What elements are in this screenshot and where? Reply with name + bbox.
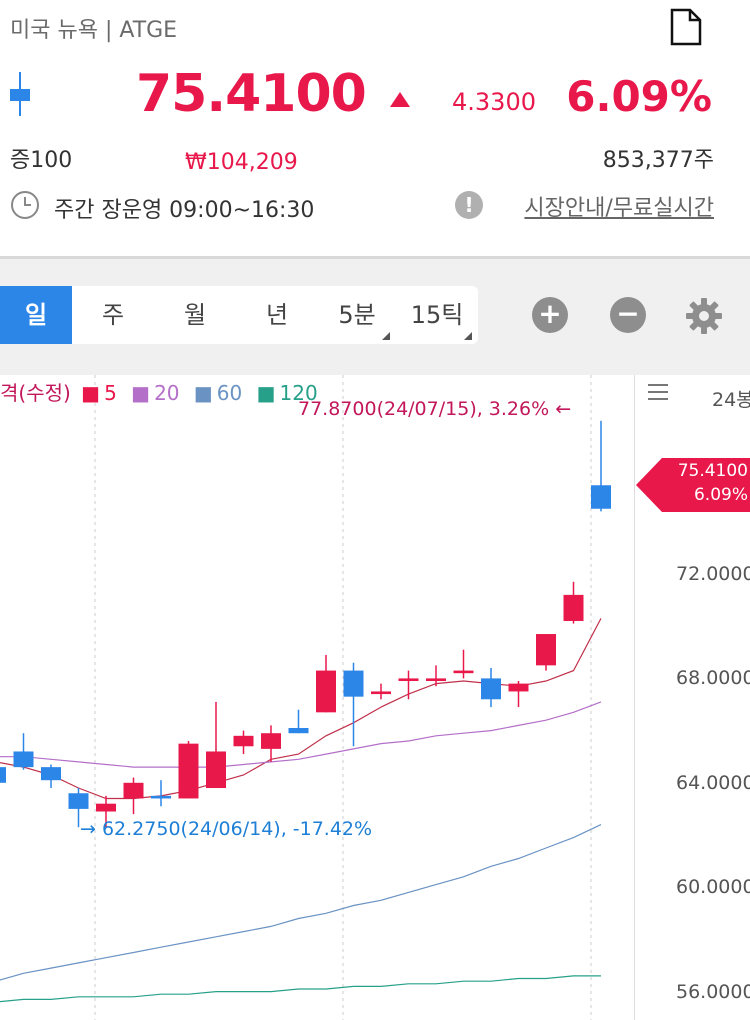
up-triangle-icon	[390, 92, 410, 107]
zoom-out-button[interactable]: −	[610, 297, 646, 333]
current-price: 75.4100	[136, 64, 367, 124]
market-info-link[interactable]: 시장안내/무료실시간	[524, 196, 714, 221]
document-icon[interactable]	[668, 8, 704, 46]
tab-year[interactable]: 년	[265, 301, 289, 329]
y-tick-label: 72.0000	[676, 563, 750, 585]
candle-body	[481, 678, 501, 700]
legend-item-ma60: ■ 60	[193, 381, 243, 405]
candle-body	[453, 670, 474, 674]
tab-5min[interactable]: 5분	[318, 286, 396, 344]
current-price-tag: 75.4100 6.09%	[636, 456, 750, 514]
tab-day[interactable]: 일	[0, 286, 72, 344]
legend-item-ma120: ■ 120	[256, 381, 318, 405]
candle-body	[13, 751, 34, 768]
y-tick-label: 64.0000	[676, 772, 750, 794]
candle-body	[288, 727, 309, 734]
zoom-in-button[interactable]: +	[532, 297, 568, 333]
menu-icon[interactable]	[648, 384, 668, 402]
price-change: 4.3300	[452, 88, 536, 116]
candle-body	[261, 733, 281, 749]
candle-body	[96, 803, 116, 812]
candle-body	[0, 767, 6, 783]
legend-item-ma5: ■ 5	[81, 381, 117, 405]
tag-percent: 6.09%	[693, 485, 748, 505]
ma-line-20	[0, 701, 602, 768]
chart-legend: 격(수정) ■ 5 ■ 20 ■ 60 ■ 120	[0, 377, 326, 406]
y-tick-label: 68.0000	[676, 667, 750, 689]
tag-price: 75.4100	[677, 461, 748, 481]
candle-body	[563, 594, 584, 621]
tab-week[interactable]: 주	[101, 301, 125, 329]
info-icon: !	[455, 191, 483, 219]
axis-divider	[634, 375, 635, 1020]
candle-body	[151, 795, 171, 799]
candle-body	[426, 678, 446, 682]
legend-title: 격(수정)	[0, 381, 71, 405]
quote-header: 미국 뉴욕 | ATGE 75.4100 4.3300 6.09% 증100 ₩…	[0, 0, 750, 258]
low-annotation: → 62.2750(24/06/14), -17.42%	[80, 818, 373, 840]
candlestick-chart[interactable]	[0, 375, 750, 1020]
candle-body	[206, 751, 226, 789]
candle-body	[371, 691, 391, 695]
krw-price: ₩104,209	[185, 150, 298, 175]
breadcrumb: 미국 뉴욕 | ATGE	[10, 18, 178, 43]
candle-body	[591, 485, 611, 509]
gear-icon[interactable]	[684, 296, 724, 336]
period-tabs: 일 주 월 년 5분 15틱	[0, 286, 478, 344]
clock-icon	[11, 191, 39, 219]
candle-body	[178, 743, 199, 799]
dropdown-corner-icon	[382, 332, 390, 340]
y-tick-label: 60.0000	[676, 876, 750, 898]
tab-15tick[interactable]: 15틱	[396, 286, 478, 344]
legend-item-ma20: ■ 20	[131, 381, 180, 405]
candle-body	[343, 670, 364, 697]
candle-body	[41, 767, 61, 781]
candle-body	[123, 782, 144, 799]
ma-line-60	[0, 824, 602, 981]
ma-line-120	[0, 975, 601, 1003]
candle-body	[398, 678, 419, 682]
mini-candle-icon	[10, 72, 30, 116]
volume: 853,377주	[602, 148, 714, 173]
candle-body	[536, 634, 556, 666]
tab-month[interactable]: 월	[183, 301, 207, 329]
candle-body	[316, 670, 336, 713]
candle-body	[68, 793, 89, 809]
ma-line-5	[0, 618, 602, 800]
dropdown-corner-icon	[464, 332, 472, 340]
change-percent: 6.09%	[566, 72, 712, 121]
margin-label: 증100	[10, 148, 73, 173]
high-annotation: 77.8700(24/07/15), 3.26% ←	[298, 398, 572, 420]
candle-count-label: 24봉	[712, 389, 750, 411]
session-hours: 주간 장운영 09:00~16:30	[54, 198, 315, 223]
divider	[0, 256, 750, 259]
candle-body	[508, 683, 529, 692]
candle-body	[233, 735, 254, 747]
y-tick-label: 56.0000	[676, 981, 750, 1003]
